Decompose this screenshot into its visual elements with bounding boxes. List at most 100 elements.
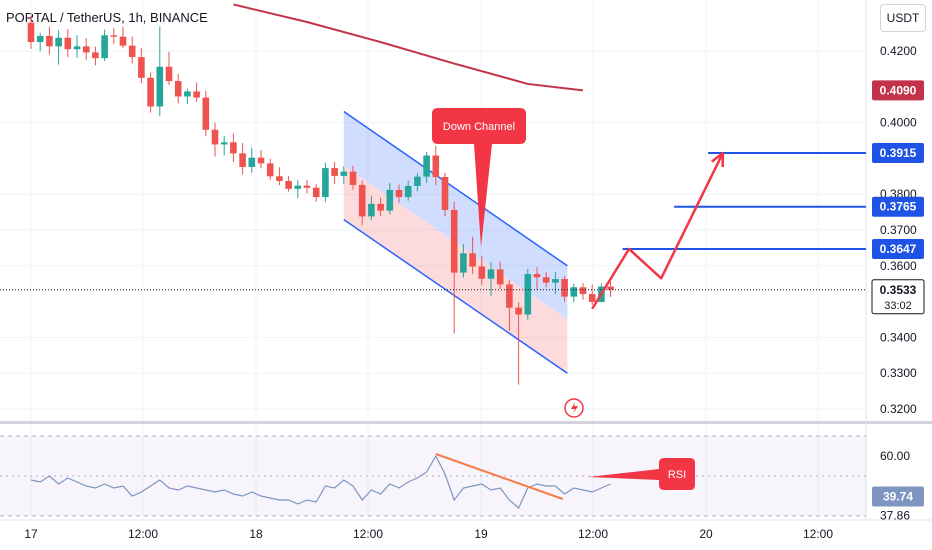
rsi-line bbox=[30, 454, 611, 509]
countdown-label: 33:02 bbox=[884, 300, 912, 312]
candle-down bbox=[588, 294, 596, 302]
candle-down bbox=[64, 37, 72, 50]
candle-up bbox=[423, 155, 430, 177]
down-channel-label: Down Channel bbox=[443, 121, 515, 133]
candles bbox=[0, 15, 866, 385]
candle-down bbox=[303, 185, 311, 188]
rsi-current-label: 39.74 bbox=[883, 490, 913, 504]
price-tick-label: 0.4000 bbox=[880, 116, 917, 130]
rsi-pane: RSI 60.00 39.74 37.86 bbox=[0, 435, 924, 522]
candle-up bbox=[36, 35, 44, 43]
candle-down bbox=[147, 77, 154, 107]
candle-up bbox=[294, 185, 302, 189]
candle-down bbox=[92, 52, 99, 59]
rsi-callout bbox=[588, 458, 695, 490]
projection-path bbox=[591, 152, 724, 310]
candle-up bbox=[460, 253, 467, 273]
candle-down bbox=[239, 153, 246, 167]
candle-down bbox=[478, 266, 486, 279]
time-tick-label: 17 bbox=[24, 527, 38, 541]
resistance-levels bbox=[622, 152, 866, 250]
time-tick-label: 18 bbox=[249, 527, 263, 541]
price-tick-label: 0.4200 bbox=[880, 44, 917, 58]
channel-upper-line bbox=[343, 110, 568, 267]
current-price-label: 0.3533 bbox=[880, 283, 917, 297]
candle-down bbox=[331, 168, 338, 176]
candle-down bbox=[193, 91, 200, 98]
candle-down bbox=[257, 157, 265, 164]
level-price-tag-bg bbox=[872, 143, 924, 164]
ma-price-tag-bg bbox=[872, 80, 924, 101]
candle-down bbox=[312, 187, 320, 198]
ma-line bbox=[233, 3, 584, 92]
price-tick-label: 0.3600 bbox=[880, 259, 917, 273]
candle-down bbox=[211, 129, 219, 145]
candle-up bbox=[184, 91, 191, 97]
channel-lower-line bbox=[343, 218, 568, 374]
candle-up bbox=[524, 274, 532, 315]
time-tick-label: 12:00 bbox=[353, 527, 383, 541]
level-price-tag-bg bbox=[872, 238, 924, 259]
candle-up bbox=[322, 168, 329, 198]
candle-down bbox=[496, 269, 504, 285]
rsi-callout-label: RSI bbox=[668, 469, 686, 481]
arrow-head-icon bbox=[711, 151, 725, 168]
candle-down bbox=[561, 279, 568, 297]
rsi-divergence-line bbox=[435, 453, 564, 500]
level-price-tag-bg bbox=[872, 196, 924, 217]
candle-up bbox=[368, 203, 375, 217]
time-tick-label: 12:00 bbox=[803, 527, 833, 541]
candle-down bbox=[128, 45, 136, 58]
price-tick-label: 0.3200 bbox=[880, 402, 917, 416]
time-tick-label: 12:00 bbox=[578, 527, 608, 541]
rsi-tick-label: 37.86 bbox=[880, 508, 910, 522]
candle-down bbox=[506, 284, 513, 308]
candle-up bbox=[101, 35, 108, 59]
candle-up bbox=[248, 157, 256, 167]
candle-up bbox=[220, 142, 228, 145]
time-axis[interactable]: 17 12:00 18 12:00 19 12:00 20 12:00 bbox=[24, 527, 833, 541]
candle-down bbox=[46, 35, 53, 47]
candle-down bbox=[395, 189, 403, 198]
time-tick-label: 12:00 bbox=[128, 527, 158, 541]
candle-down bbox=[358, 184, 366, 217]
rsi-current-tag-bg bbox=[872, 486, 924, 507]
candle-down bbox=[542, 277, 550, 283]
pane-separator bbox=[0, 421, 932, 424]
candle-up bbox=[55, 37, 62, 47]
candle-up bbox=[156, 66, 164, 107]
candle-up bbox=[487, 269, 495, 279]
candle-up bbox=[386, 189, 394, 211]
projection-arrows: Down Channel bbox=[432, 108, 725, 418]
down-channel-callout bbox=[432, 108, 526, 247]
candle-down bbox=[377, 203, 384, 211]
price-axis[interactable]: 0.42000.40000.38000.37000.36000.34000.33… bbox=[871, 44, 925, 416]
candle-down bbox=[276, 176, 283, 181]
candle-down bbox=[82, 46, 90, 53]
candle-down bbox=[230, 142, 237, 154]
candle-down bbox=[202, 97, 210, 130]
rsi-tick-label: 60.00 bbox=[880, 449, 910, 463]
candle-down bbox=[515, 307, 522, 315]
candle-down bbox=[27, 22, 35, 43]
candle-up bbox=[570, 287, 578, 297]
candle-down bbox=[469, 253, 476, 267]
candle-up bbox=[73, 46, 81, 50]
current-price-tag-bg bbox=[871, 279, 925, 315]
candle-down bbox=[138, 57, 145, 78]
candle-down bbox=[266, 163, 274, 177]
candle-down bbox=[441, 177, 449, 210]
price-tick-label: 0.3700 bbox=[880, 223, 917, 237]
currency-selector[interactable]: USDT bbox=[880, 4, 926, 32]
candle-up bbox=[340, 171, 348, 176]
candle-down bbox=[285, 180, 292, 189]
ma-price-tag: 0.4090 bbox=[880, 83, 917, 97]
chart-grid bbox=[0, 0, 932, 521]
candle-up bbox=[404, 185, 412, 198]
chart-title: PORTAL / TetherUS, 1h, BINANCE bbox=[6, 10, 208, 25]
candle-down bbox=[119, 36, 127, 46]
candle-up bbox=[414, 176, 421, 186]
candle-down bbox=[349, 171, 357, 185]
candle-down bbox=[607, 286, 614, 290]
